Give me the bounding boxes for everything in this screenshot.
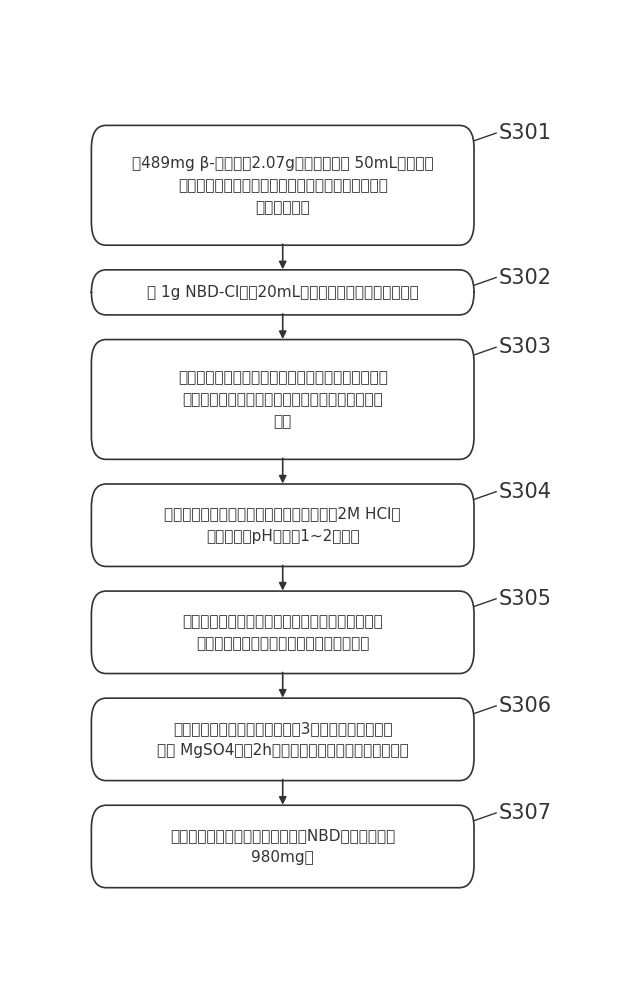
- FancyBboxPatch shape: [91, 698, 474, 781]
- Text: S304: S304: [499, 482, 551, 502]
- Text: S305: S305: [499, 589, 551, 609]
- Text: 将489mg β-丙氨酸和2.07g的碳酸钾溶入 50mL甲醇和少
量水的混合液中，并在氮气保护下进行搅拌，得到第
一混合溶液；: 将489mg β-丙氨酸和2.07g的碳酸钾溶入 50mL甲醇和少 量水的混合液…: [132, 156, 434, 215]
- FancyBboxPatch shape: [91, 125, 474, 245]
- FancyBboxPatch shape: [91, 484, 474, 566]
- FancyBboxPatch shape: [91, 805, 474, 888]
- Text: 将 1g NBD-Cl溶于20mL甲醇中，得到第二混合溶液；: 将 1g NBD-Cl溶于20mL甲醇中，得到第二混合溶液；: [147, 285, 418, 300]
- Text: S307: S307: [499, 803, 551, 823]
- Text: 真空旋转蒸发除去第一反应液中的甲醇，用2M HCl将
剩余水溶液pH调节至1~2左右。: 真空旋转蒸发除去第一反应液中的甲醇，用2M HCl将 剩余水溶液pH调节至1~2…: [165, 507, 401, 544]
- Text: 所述第一产物和所述第二产物均为NBD封端基团，约
980mg。: 所述第一产物和所述第二产物均为NBD封端基团，约 980mg。: [170, 828, 396, 865]
- Text: S306: S306: [499, 696, 552, 716]
- FancyBboxPatch shape: [91, 270, 474, 315]
- Text: S303: S303: [499, 337, 551, 357]
- Text: 滤液用无水乙醚或二氯甲烷萃取3次，收集有机相层，
无水 MgSO4干燥2h后除去有机溶剂，得到第二产物；: 滤液用无水乙醚或二氯甲烷萃取3次，收集有机相层， 无水 MgSO4干燥2h后除去…: [157, 721, 408, 758]
- Text: 将所述第二混合液缓慢注入到所述第一混合溶液中，
在室温下进行反应，直到反应完成，得到第一反应
液；: 将所述第二混合液缓慢注入到所述第一混合溶液中， 在室温下进行反应，直到反应完成，…: [178, 370, 387, 429]
- Text: 过滤所述第三混合溶液，得到滤液和棕黄色固体沉
淀，收集棕黄色固体沉淀，得到第一产物；: 过滤所述第三混合溶液，得到滤液和棕黄色固体沉 淀，收集棕黄色固体沉淀，得到第一产…: [182, 614, 383, 651]
- FancyBboxPatch shape: [91, 340, 474, 459]
- Text: S302: S302: [499, 268, 551, 288]
- FancyBboxPatch shape: [91, 591, 474, 674]
- Text: S301: S301: [499, 123, 551, 143]
